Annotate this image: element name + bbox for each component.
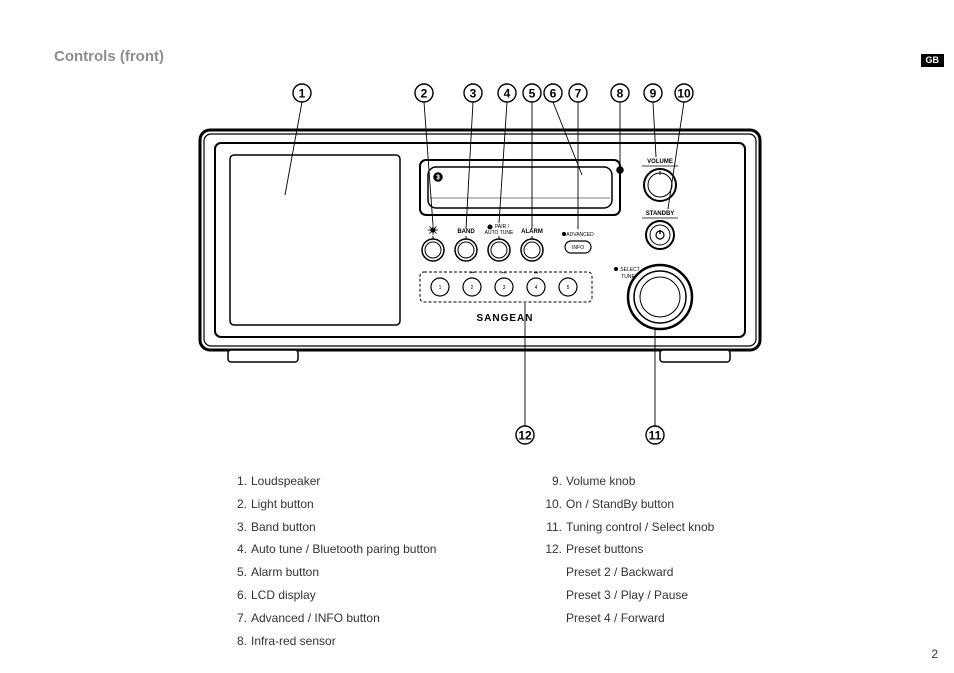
controls-diagram: BANDPAIR /AUTO TUNEALARMINFOADVANCED1234…: [170, 75, 790, 455]
svg-text:3: 3: [503, 285, 506, 291]
svg-text:10: 10: [677, 87, 691, 101]
svg-text:BAND: BAND: [457, 229, 475, 235]
svg-text:4: 4: [504, 87, 511, 101]
svg-text:9: 9: [650, 87, 657, 101]
legend-subitem: Preset 2 / Backward: [540, 561, 860, 584]
svg-text:⏯: ⏯: [502, 270, 506, 276]
svg-text:2: 2: [421, 87, 428, 101]
locale-badge: GB: [921, 54, 945, 67]
legend-item: 11.Tuning control / Select knob: [540, 516, 860, 539]
page-title: Controls (front): [54, 48, 164, 65]
svg-text:4: 4: [535, 285, 538, 291]
radio-svg: BANDPAIR /AUTO TUNEALARMINFOADVANCED1234…: [170, 75, 790, 455]
legend-left: 1.Loudspeaker2.Light button3.Band button…: [225, 470, 525, 652]
legend-item: 9.Volume knob: [540, 470, 860, 493]
legend-item: 8.Infra-red sensor: [225, 630, 525, 653]
svg-text:VOLUME: VOLUME: [647, 159, 673, 165]
legend-item: 7.Advanced / INFO button: [225, 607, 525, 630]
legend-item: 5.Alarm button: [225, 561, 525, 584]
svg-text:SELECT: SELECT: [620, 267, 639, 273]
svg-text:12: 12: [518, 429, 532, 443]
svg-text:6: 6: [550, 87, 557, 101]
legend-item: 10.On / StandBy button: [540, 493, 860, 516]
svg-text:ADVANCED: ADVANCED: [566, 232, 594, 238]
svg-text:8: 8: [617, 87, 624, 101]
svg-text:STANDBY: STANDBY: [646, 211, 675, 217]
svg-text:7: 7: [575, 87, 582, 101]
legend-subitem: Preset 4 / Forward: [540, 607, 860, 630]
svg-text:2: 2: [471, 285, 474, 291]
svg-text:⏭: ⏭: [534, 270, 539, 276]
svg-text:3: 3: [470, 87, 477, 101]
legend-item: 1.Loudspeaker: [225, 470, 525, 493]
legend-right: 9.Volume knob10.On / StandBy button11.Tu…: [540, 470, 860, 630]
legend-item: 12.Preset buttons: [540, 538, 860, 561]
svg-text:5: 5: [529, 87, 536, 101]
svg-text:⏮: ⏮: [470, 270, 475, 276]
svg-text:TUNE: TUNE: [621, 274, 635, 280]
svg-text:11: 11: [649, 429, 662, 443]
legend-item: 2.Light button: [225, 493, 525, 516]
svg-text:1: 1: [439, 285, 442, 291]
legend-item: 6.LCD display: [225, 584, 525, 607]
legend-subitem: Preset 3 / Play / Pause: [540, 584, 860, 607]
legend-item: 4.Auto tune / Bluetooth paring button: [225, 538, 525, 561]
svg-text:AUTO TUNE: AUTO TUNE: [485, 230, 514, 236]
svg-text:INFO: INFO: [572, 245, 584, 251]
page-number: 2: [931, 647, 938, 661]
svg-text:1: 1: [299, 87, 306, 101]
svg-text:5: 5: [567, 285, 570, 291]
legend-item: 3.Band button: [225, 516, 525, 539]
svg-text:ALARM: ALARM: [521, 229, 543, 235]
